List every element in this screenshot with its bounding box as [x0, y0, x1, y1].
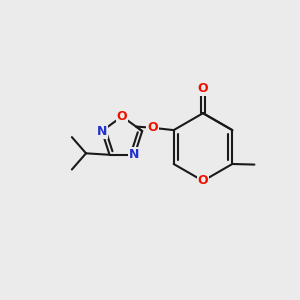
Text: O: O	[117, 110, 127, 123]
Text: O: O	[147, 121, 158, 134]
Text: O: O	[198, 174, 208, 188]
Text: N: N	[97, 124, 107, 138]
Text: N: N	[129, 148, 140, 161]
Text: O: O	[198, 82, 208, 95]
